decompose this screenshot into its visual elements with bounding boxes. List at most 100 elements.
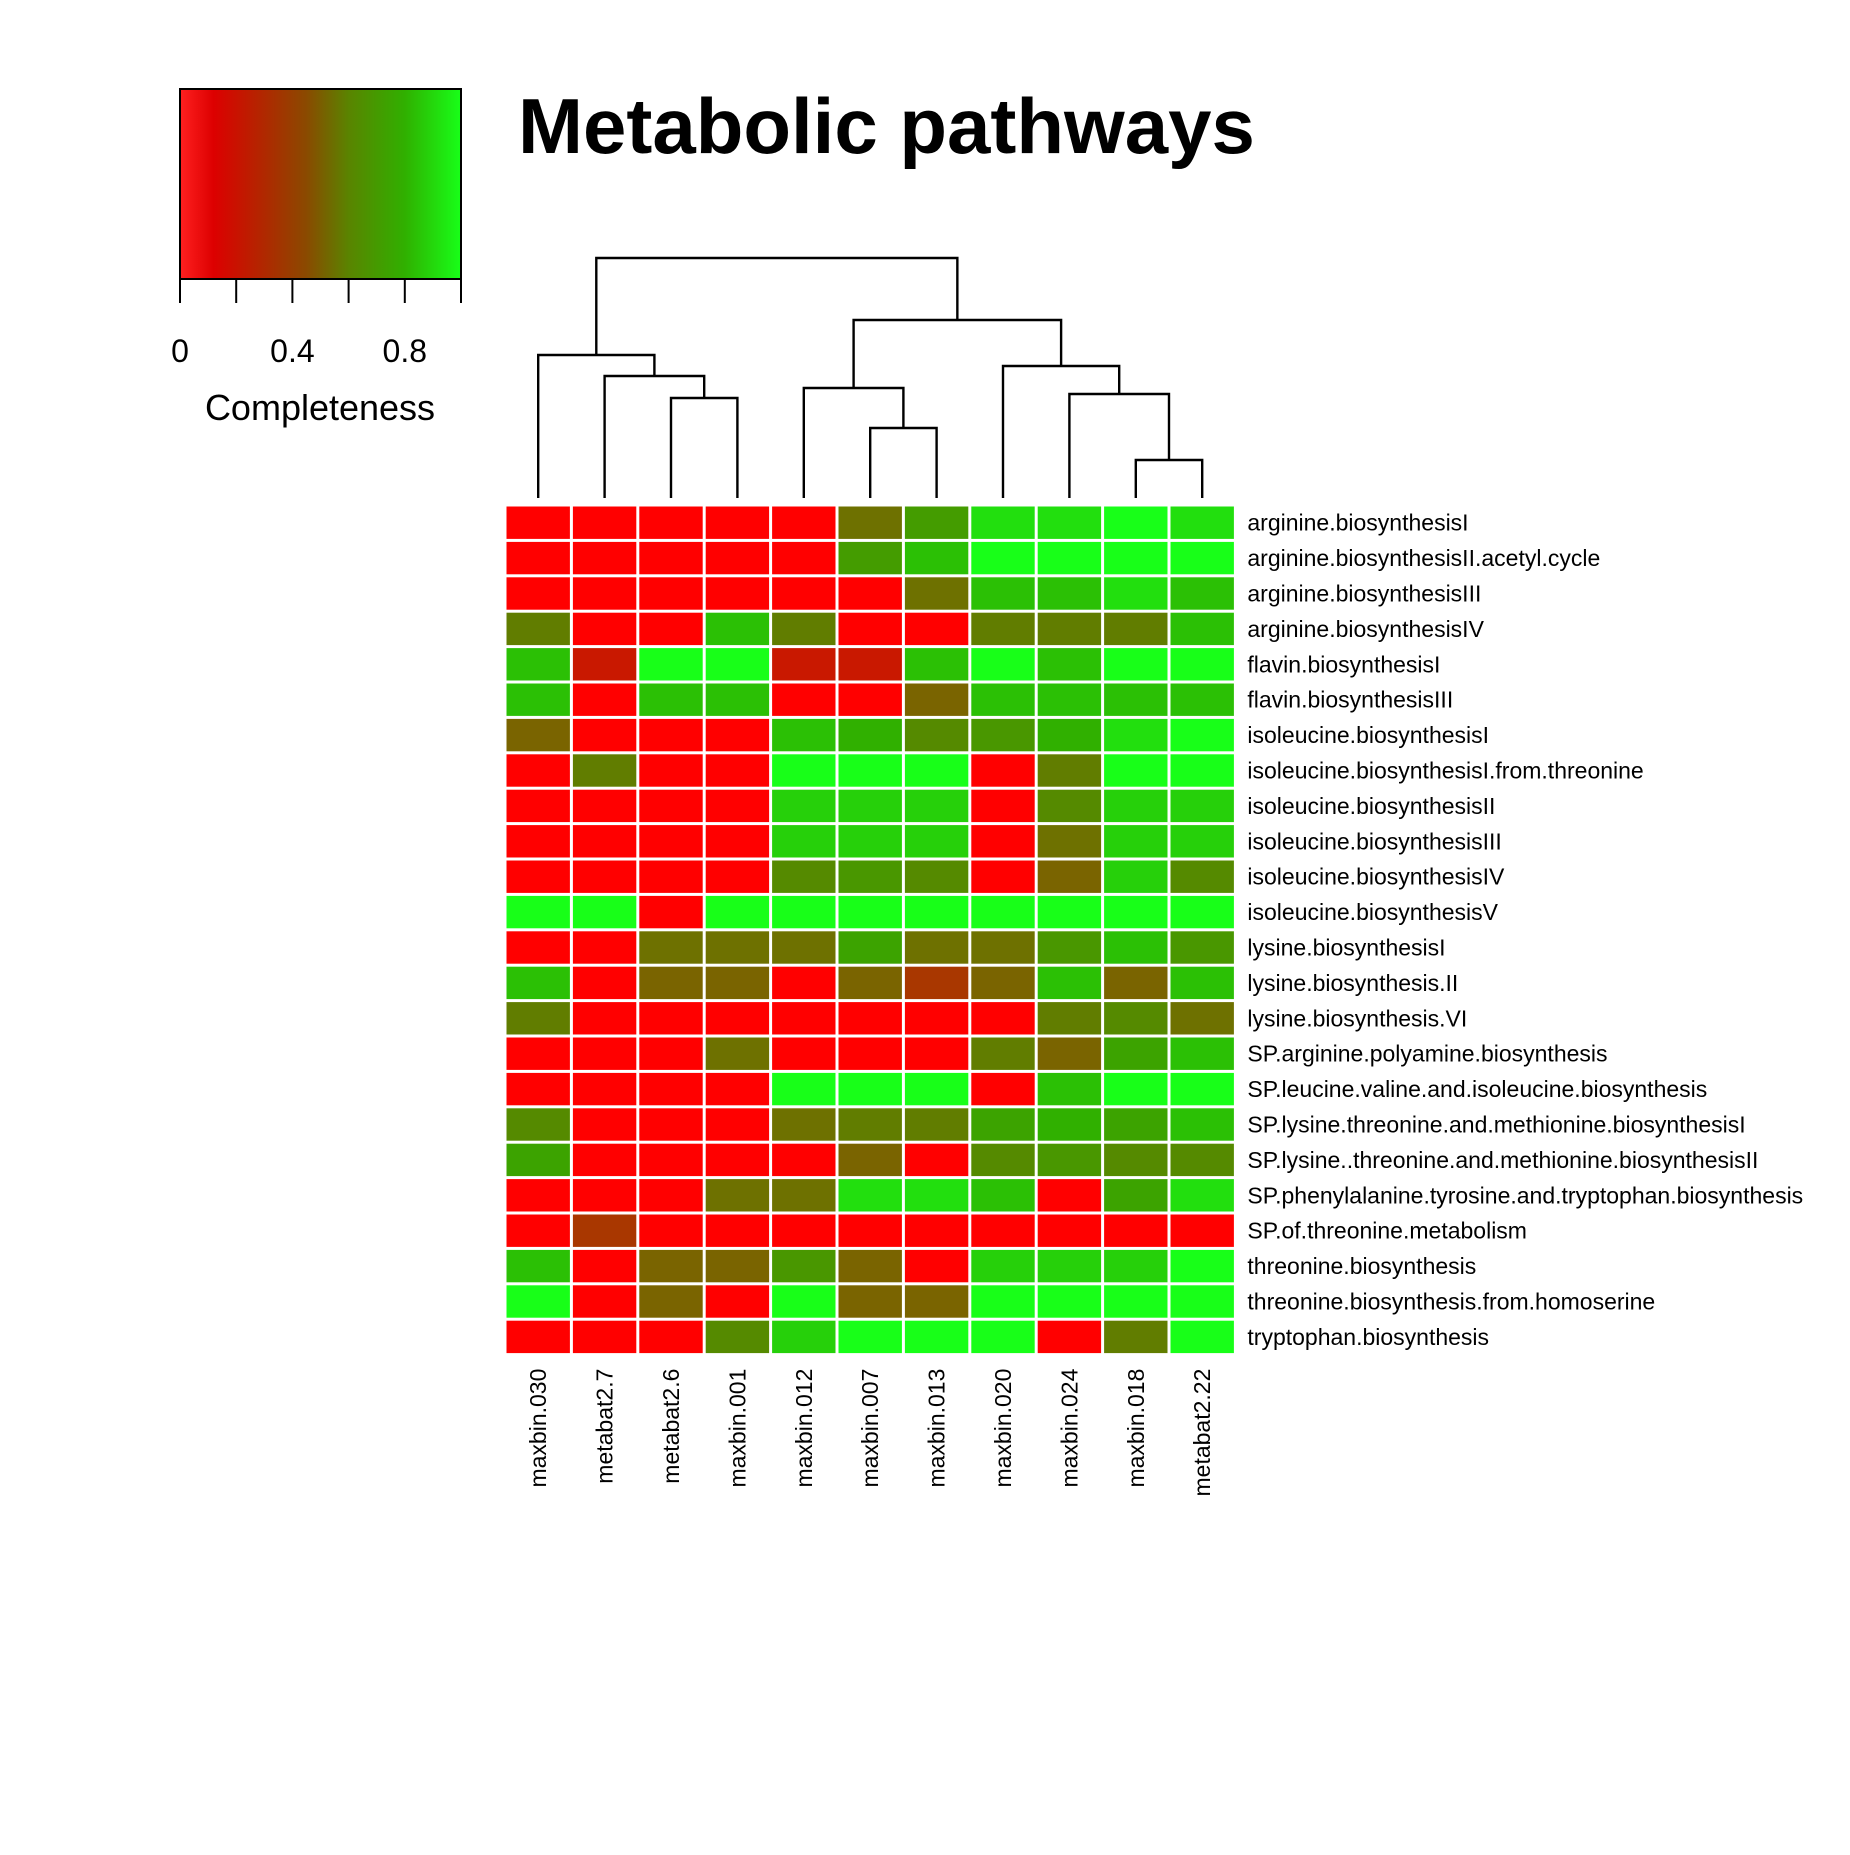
row-label: threonine.biosynthesis: [1247, 1253, 1476, 1279]
legend-ticks: 0 0.4 0.8: [171, 279, 462, 369]
heatmap-cell: [1170, 825, 1234, 858]
heatmap-cell: [838, 966, 902, 1000]
column-label: metabat2.6: [658, 1369, 684, 1484]
row-label: threonine.biosynthesis.from.homoserine: [1247, 1289, 1655, 1315]
heatmap-cell: [904, 1072, 969, 1106]
heatmap-cell: [705, 860, 770, 893]
heatmap-cell: [705, 966, 770, 1000]
heatmap-cell: [506, 648, 570, 681]
heatmap-cell: [971, 718, 1035, 752]
row-label: isoleucine.biosynthesisII: [1247, 793, 1495, 819]
row-label: isoleucine.biosynthesisIV: [1247, 864, 1505, 890]
heatmap-cell: [971, 1249, 1035, 1283]
row-label: SP.arginine.polyamine.biosynthesis: [1247, 1041, 1607, 1067]
heatmap-cell: [1170, 1179, 1234, 1212]
heatmap-cell: [904, 577, 969, 610]
heatmap-cell: [1037, 1002, 1102, 1035]
heatmap-cell: [506, 1214, 570, 1247]
heatmap-cell: [506, 1179, 570, 1212]
heatmap-cells: [503, 503, 1237, 1357]
heatmap-cell: [1104, 1072, 1168, 1106]
heatmap-cell: [1170, 860, 1234, 893]
heatmap-cell: [572, 612, 637, 646]
heatmap-cell: [639, 825, 703, 858]
heatmap-cell: [705, 1002, 770, 1035]
heatmap-cell: [1104, 1143, 1168, 1177]
heatmap-cell: [1037, 1249, 1102, 1283]
heatmap-cell: [705, 1143, 770, 1177]
heatmap-cell: [1104, 860, 1168, 893]
heatmap-cell: [971, 1179, 1035, 1212]
heatmap-cell: [971, 1037, 1035, 1070]
heatmap-cell: [1170, 612, 1234, 646]
heatmap-cell: [1104, 1214, 1168, 1247]
heatmap-cell: [1104, 895, 1168, 929]
heatmap-cell: [506, 1072, 570, 1106]
row-label: SP.lysine..threonine.and.methionine.bios…: [1247, 1147, 1758, 1173]
heatmap-cell: [572, 648, 637, 681]
heatmap-cell: [772, 1320, 836, 1354]
heatmap-cell: [639, 1037, 703, 1070]
heatmap-cell: [572, 1037, 637, 1070]
heatmap-cell: [838, 1249, 902, 1283]
heatmap-cell: [772, 1179, 836, 1212]
heatmap-cell: [1037, 860, 1102, 893]
heatmap-cell: [838, 754, 902, 787]
heatmap-cell: [904, 648, 969, 681]
heatmap-cell: [572, 825, 637, 858]
heatmap-cell: [1037, 683, 1102, 716]
heatmap-cell: [1170, 718, 1234, 752]
heatmap-cell: [572, 1002, 637, 1035]
heatmap-cell: [506, 1037, 570, 1070]
heatmap-cell: [904, 931, 969, 964]
heatmap-cell: [506, 541, 570, 575]
row-label: SP.phenylalanine.tyrosine.and.tryptophan…: [1247, 1182, 1803, 1208]
heatmap-cell: [1037, 506, 1102, 539]
heatmap-cell: [1037, 931, 1102, 964]
heatmap-cell: [1037, 1037, 1102, 1070]
heatmap-cell: [639, 577, 703, 610]
heatmap-cell: [705, 648, 770, 681]
heatmap-cell: [838, 1285, 902, 1318]
heatmap-cell: [639, 966, 703, 1000]
heatmap-cell: [506, 683, 570, 716]
heatmap-cell: [1170, 931, 1234, 964]
heatmap-cell: [639, 789, 703, 823]
dendrogram-branch: [1068, 392, 1171, 498]
heatmap-cell: [971, 1285, 1035, 1318]
heatmap-cell: [772, 1037, 836, 1070]
heatmap-cell: [772, 1285, 836, 1318]
color-legend: 0 0.4 0.8 Completeness: [171, 88, 462, 428]
heatmap-cell: [971, 895, 1035, 929]
heatmap-cell: [506, 754, 570, 787]
heatmap-cell: [1170, 577, 1234, 610]
dendrogram-branch: [669, 396, 739, 498]
heatmap-cell: [838, 825, 902, 858]
heatmap-cell: [572, 1143, 637, 1177]
heatmap-cell: [772, 1108, 836, 1141]
heatmap-cell: [506, 577, 570, 610]
column-label: maxbin.013: [924, 1369, 950, 1488]
heatmap-cell: [1170, 1037, 1234, 1070]
heatmap-cell: [772, 1214, 836, 1247]
heatmap-cell: [1037, 718, 1102, 752]
heatmap-cell: [971, 860, 1035, 893]
heatmap-cell: [1170, 683, 1234, 716]
heatmap-cell: [904, 718, 969, 752]
legend-tick-label: 0: [171, 333, 189, 369]
heatmap-cell: [1170, 541, 1234, 575]
heatmap-cell: [506, 1249, 570, 1283]
heatmap-cell: [1037, 648, 1102, 681]
legend-color-bar: [179, 88, 462, 280]
heatmap-cell: [1037, 1179, 1102, 1212]
heatmap-cell: [904, 1249, 969, 1283]
heatmap-cell: [838, 1179, 902, 1212]
heatmap-cell: [904, 1179, 969, 1212]
heatmap-cell: [506, 1285, 570, 1318]
column-label: maxbin.007: [857, 1369, 883, 1488]
heatmap-cell: [1104, 1108, 1168, 1141]
heatmap-cell: [904, 1002, 969, 1035]
heatmap-cell: [1170, 1108, 1234, 1141]
